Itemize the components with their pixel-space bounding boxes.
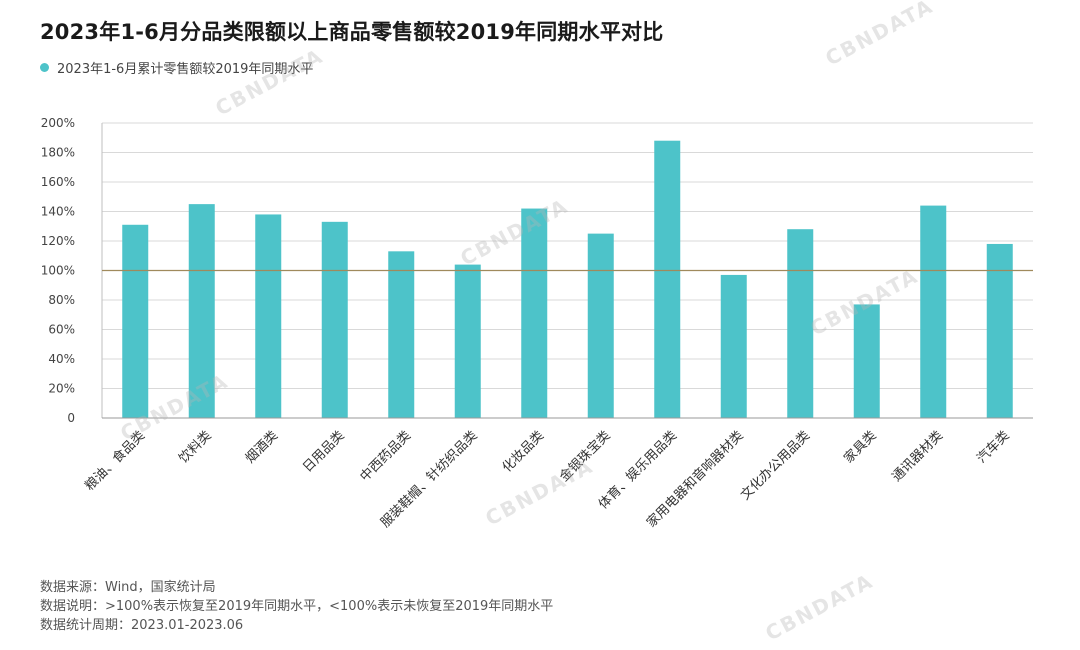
bar bbox=[654, 140, 681, 418]
bar bbox=[787, 229, 814, 418]
bar bbox=[388, 251, 415, 418]
bar bbox=[853, 304, 880, 418]
bar bbox=[122, 224, 149, 418]
x-tick-label: 日用品类 bbox=[300, 428, 347, 475]
x-tick-label: 汽车类 bbox=[974, 428, 1013, 467]
bar bbox=[454, 264, 481, 418]
bar bbox=[255, 214, 282, 418]
x-tick-label: 饮料类 bbox=[176, 428, 214, 466]
x-tick-label: 中西药品类 bbox=[357, 428, 414, 485]
x-tick-label: 文化办公用品类 bbox=[738, 428, 813, 503]
y-tick-label: 0 bbox=[67, 411, 75, 425]
y-tick-label: 20% bbox=[48, 382, 75, 396]
bar bbox=[521, 208, 548, 418]
y-tick-label: 80% bbox=[48, 293, 75, 307]
footnotes: 数据来源：Wind，国家统计局 数据说明：>100%表示恢复至2019年同期水平… bbox=[40, 578, 553, 635]
bar bbox=[986, 243, 1013, 418]
y-tick-label: 140% bbox=[41, 205, 75, 219]
x-tick-label: 家具类 bbox=[841, 428, 880, 467]
legend: 2023年1-6月累计零售额较2019年同期水平 bbox=[40, 58, 313, 77]
x-tick-label: 化妆品类 bbox=[500, 428, 547, 475]
data-explanation-note: 数据说明：>100%表示恢复至2019年同期水平，<100%表示未恢复至2019… bbox=[40, 599, 554, 614]
x-tick-label: 烟酒类 bbox=[243, 428, 281, 466]
y-tick-label: 60% bbox=[48, 323, 75, 337]
bar bbox=[587, 233, 614, 418]
y-tick-label: 200% bbox=[41, 116, 75, 130]
bar bbox=[188, 204, 215, 418]
bar bbox=[920, 205, 947, 418]
y-tick-label: 40% bbox=[48, 352, 75, 366]
y-tick-label: 180% bbox=[41, 146, 75, 160]
chart-title: 2023年1-6月分品类限额以上商品零售额较2019年同期水平对比 bbox=[40, 20, 664, 44]
y-tick-label: 100% bbox=[41, 264, 75, 278]
x-tick-label: 粮油、食品类 bbox=[82, 428, 148, 494]
watermark: CBNDATA bbox=[761, 568, 878, 646]
y-tick-label: 160% bbox=[41, 175, 75, 189]
x-tick-label: 金银珠宝类 bbox=[556, 428, 613, 485]
legend-marker bbox=[40, 63, 49, 72]
y-tick-label: 120% bbox=[41, 234, 75, 248]
legend-label: 2023年1-6月累计零售额较2019年同期水平 bbox=[57, 62, 314, 77]
bar-chart: 0 20% 40% 60% 80% 100% 120% 140% 160% 180% 200% 粮油、… bbox=[41, 116, 1033, 531]
x-tick-label: 通讯器材类 bbox=[889, 428, 946, 485]
bar bbox=[321, 221, 348, 418]
data-period-note: 数据统计周期：2023.01-2023.06 bbox=[40, 618, 244, 633]
data-source-note: 数据来源：Wind，国家统计局 bbox=[40, 580, 216, 595]
bar bbox=[720, 274, 747, 418]
